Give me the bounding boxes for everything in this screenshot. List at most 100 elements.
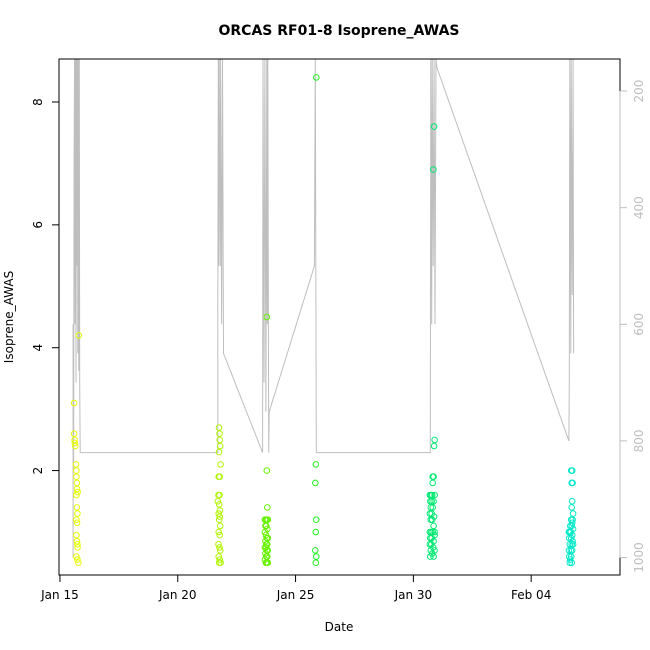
y-tick-label: 4 — [31, 344, 45, 352]
data-point-rf06 — [567, 534, 575, 542]
data-point-rf02 — [215, 424, 223, 431]
pressure-line-layer — [72, 58, 575, 558]
data-point-rf05 — [430, 442, 438, 450]
data-point-rf02 — [215, 448, 223, 456]
data-point-rf03 — [264, 516, 272, 524]
y-tick-label: 6 — [31, 221, 45, 229]
data-point-rf01 — [73, 537, 81, 545]
data-point-rf01 — [71, 439, 79, 447]
data-point-rf01 — [73, 467, 80, 474]
data-point-rf01 — [73, 479, 81, 487]
data-point-rf06 — [568, 547, 576, 554]
data-point-rf02 — [216, 544, 223, 551]
data-point-rf02 — [215, 516, 223, 524]
x-axis: Jan 15 Jan 20 Jan 25 Jan 30 Feb 04 — [40, 574, 551, 602]
data-point-rf01 — [73, 491, 80, 499]
data-point-rf05 — [428, 516, 436, 524]
x-tick-label: Jan 25 — [276, 588, 315, 602]
data-point-rf01 — [72, 461, 80, 468]
data-point-rf05 — [428, 498, 436, 505]
data-point-rf01 — [72, 442, 79, 450]
data-point-rf01 — [71, 436, 78, 444]
data-point-rf01 — [73, 516, 80, 524]
y2-tick-label: 1000 — [632, 542, 646, 573]
data-point-rf02 — [215, 501, 223, 508]
y-axis-label: Isoprene_AWAS — [2, 271, 16, 363]
secondary-y-axis: 200 400 600 800 1000 — [619, 80, 646, 573]
data-point-rf01 — [73, 504, 81, 511]
data-point-rf02 — [216, 473, 223, 481]
data-point-rf02 — [216, 522, 224, 530]
data-point-rf06 — [567, 556, 574, 563]
y-tick-label: 2 — [31, 467, 45, 475]
x-tick-label: Feb 04 — [511, 588, 551, 602]
data-point-rf06 — [566, 559, 574, 567]
data-point-rf05 — [431, 491, 438, 499]
data-point-rf05 — [426, 510, 434, 517]
data-point-rf02 — [216, 513, 223, 520]
data-point-rf06 — [568, 522, 576, 530]
data-point-rf06 — [568, 498, 576, 505]
data-point-rf05 — [428, 491, 436, 499]
plot-frame — [58, 58, 621, 576]
data-point-rf03 — [264, 504, 271, 511]
data-point-rf04 — [312, 528, 320, 536]
data-point-rf02 — [215, 541, 222, 548]
pressure-line — [72, 58, 575, 558]
y-axis: 2 4 6 8 — [31, 98, 60, 475]
data-point-rf01 — [73, 473, 80, 481]
data-point-rf02 — [215, 553, 222, 560]
data-point-rf06 — [568, 504, 576, 511]
data-point-rf02 — [216, 556, 223, 563]
data-points-layer — [70, 74, 577, 567]
chart-title: ORCAS RF01-8 Isoprene_AWAS — [219, 23, 460, 39]
data-point-rf05 — [430, 522, 437, 530]
data-point-rf02 — [215, 559, 223, 567]
data-point-rf03 — [264, 559, 272, 567]
data-point-rf02 — [214, 498, 222, 505]
data-point-rf05 — [429, 479, 437, 487]
data-point-rf05 — [431, 528, 438, 536]
data-point-rf02 — [216, 442, 224, 450]
data-point-rf01 — [74, 510, 81, 517]
data-point-rf01 — [73, 553, 80, 560]
data-point-rf05 — [427, 504, 435, 511]
data-point-rf02 — [215, 510, 222, 517]
data-point-rf05 — [430, 123, 438, 130]
data-point-rf05 — [429, 504, 437, 511]
data-point-rf01 — [73, 519, 81, 527]
data-point-rf03 — [263, 522, 270, 530]
y2-tick-label: 600 — [632, 313, 646, 336]
data-point-rf02 — [216, 430, 223, 438]
data-point-rf05 — [430, 553, 437, 560]
data-point-rf06 — [569, 541, 577, 548]
data-point-rf05 — [430, 473, 437, 481]
data-point-rf06 — [568, 467, 576, 474]
data-point-rf05 — [427, 547, 435, 554]
data-point-rf06 — [566, 541, 574, 548]
data-point-rf01 — [74, 556, 81, 563]
y-tick-label: 8 — [31, 98, 45, 106]
data-point-rf01 — [70, 399, 78, 407]
y2-tick-label: 800 — [632, 429, 646, 452]
x-tick-label: Jan 20 — [158, 588, 197, 602]
data-point-rf02 — [216, 491, 223, 499]
data-point-rf06 — [569, 510, 577, 517]
data-point-rf01 — [74, 544, 81, 551]
data-point-rf02 — [216, 436, 223, 444]
data-point-rf06 — [569, 516, 576, 524]
x-axis-label: Date — [325, 620, 354, 634]
data-point-rf05 — [427, 553, 434, 560]
data-point-rf05 — [430, 498, 437, 505]
data-point-rf02 — [216, 507, 224, 514]
data-point-rf02 — [215, 528, 222, 536]
data-point-rf03 — [263, 313, 271, 321]
data-point-rf02 — [217, 461, 224, 468]
data-point-rf06 — [569, 479, 576, 487]
data-point-rf02 — [216, 531, 223, 539]
data-point-rf04 — [313, 516, 320, 524]
data-point-rf03 — [263, 467, 271, 474]
data-point-rf01 — [73, 485, 81, 493]
data-point-rf04 — [312, 461, 320, 468]
